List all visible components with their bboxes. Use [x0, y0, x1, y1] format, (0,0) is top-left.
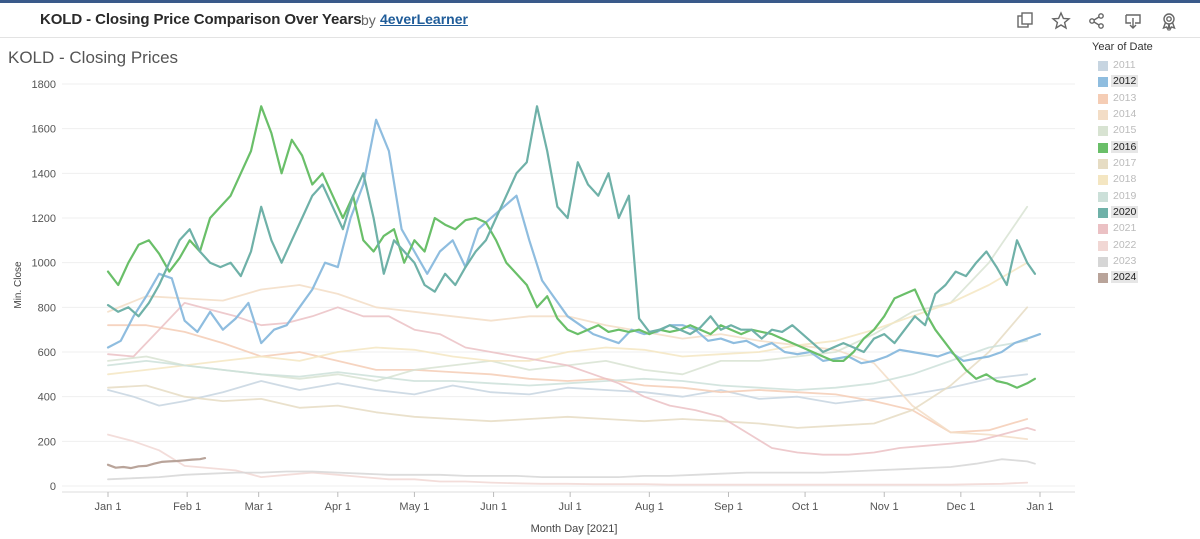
series-line-2017 [107, 306, 1029, 429]
line-chart: 0 200 400 600 800 1000 1200 1400 1600 1800 Jan 1 Fe… [13, 79, 1075, 535]
series-line-2018 [107, 261, 1029, 376]
series-line-2016 [106, 105, 1037, 389]
legend-label: 2021 [1113, 222, 1137, 235]
legend-label: 2014 [1113, 108, 1137, 121]
series-line-2022 [107, 433, 1029, 486]
legend-label: 2018 [1113, 173, 1137, 186]
legend-swatch [1098, 257, 1108, 268]
legend-label: 2023 [1113, 255, 1137, 268]
legend-item-2015[interactable]: 2015 [1092, 123, 1200, 139]
viz-title: KOLD - Closing Price Comparison Over Yea… [40, 11, 362, 28]
legend: Year of Date 2011 2012 2013 2014 2015 2016 201… [1092, 41, 1200, 287]
legend-label: 2020 [1111, 206, 1139, 219]
y-tick-label: 1400 [32, 168, 56, 180]
favorite-star-icon[interactable] [1051, 11, 1071, 31]
download-icon[interactable] [1123, 11, 1143, 31]
x-tick-label: Apr 1 [325, 501, 351, 513]
legend-label: 2017 [1113, 157, 1137, 170]
y-tick-label: 1800 [32, 79, 56, 91]
legend-label: 2022 [1113, 238, 1137, 251]
legend-item-2023[interactable]: 2023 [1092, 254, 1200, 270]
series-line-2020 [106, 105, 1037, 354]
legend-swatch [1098, 240, 1108, 251]
legend-item-2012[interactable]: 2012 [1092, 74, 1200, 90]
series-line-2023 [107, 458, 1036, 481]
y-tick-label: 200 [38, 436, 56, 448]
legend-swatch [1098, 61, 1108, 71]
legend-swatch [1098, 208, 1108, 219]
y-tick-label: 600 [38, 347, 56, 359]
x-tick-label: Dec 1 [946, 501, 975, 513]
x-tick-label: Sep 1 [714, 501, 743, 513]
legend-item-2014[interactable]: 2014 [1092, 107, 1200, 123]
legend-label: 2024 [1111, 271, 1139, 284]
x-tick-label: Aug 1 [635, 501, 664, 513]
legend-item-2011[interactable]: 2011 [1092, 58, 1200, 74]
legend-swatch [1098, 110, 1108, 121]
chart-title: KOLD - Closing Prices [8, 48, 179, 67]
legend-item-2017[interactable]: 2017 [1092, 156, 1200, 172]
by-label: by [361, 12, 376, 28]
legend-swatch [1098, 77, 1108, 88]
legend-swatch [1098, 126, 1108, 137]
legend-swatch [1098, 224, 1108, 235]
x-tick-label: Jan 1 [95, 501, 122, 513]
x-tick-label: Nov 1 [870, 501, 899, 513]
series-line-2021 [107, 301, 1036, 456]
legend-item-2024[interactable]: 2024 [1092, 270, 1200, 286]
legend-swatch [1098, 175, 1108, 186]
legend-item-2021[interactable]: 2021 [1092, 221, 1200, 237]
legend-label: 2019 [1113, 189, 1137, 202]
legend-swatch [1098, 142, 1108, 153]
header-bar: KOLD - Closing Price Comparison Over Yea… [0, 3, 1200, 38]
badge-icon[interactable] [1159, 11, 1179, 32]
legend-label: 2013 [1113, 91, 1137, 104]
legend-swatch [1098, 159, 1108, 170]
y-tick-label: 0 [50, 481, 56, 493]
series-line-2019 [107, 339, 1029, 391]
top-accent-line [0, 0, 1200, 3]
legend-swatch [1098, 93, 1108, 104]
legend-label: 2015 [1113, 124, 1137, 137]
x-tick-label: Feb 1 [173, 501, 201, 513]
legend-item-2019[interactable]: 2019 [1092, 189, 1200, 205]
legend-item-2020[interactable]: 2020 [1092, 205, 1200, 221]
author-link[interactable]: 4everLearner [380, 11, 468, 27]
y-axis-title: Min. Close [13, 261, 24, 309]
y-tick-label: 1600 [32, 124, 56, 136]
legend-label: 2016 [1111, 140, 1139, 153]
legend-swatch [1098, 273, 1108, 284]
x-tick-label: Oct 1 [792, 501, 818, 513]
duplicate-icon[interactable] [1015, 11, 1035, 31]
legend-title: Year of Date [1092, 41, 1153, 53]
legend-swatch [1098, 191, 1108, 202]
legend-label: 2012 [1111, 75, 1139, 88]
series-line-2024 [106, 457, 207, 470]
x-tick-label: Mar 1 [245, 501, 273, 513]
share-icon[interactable] [1087, 11, 1107, 31]
y-tick-label: 1200 [32, 213, 56, 225]
x-tick-label: Jun 1 [480, 501, 507, 513]
x-axis-title: Month Day [2021] [531, 523, 618, 535]
series-line-2012 [106, 118, 1042, 365]
legend-label: 2011 [1113, 59, 1136, 71]
legend-item-2013[interactable]: 2013 [1092, 91, 1200, 107]
y-tick-label: 800 [38, 302, 56, 314]
y-tick-label: 400 [38, 392, 56, 404]
x-tick-label: May 1 [399, 501, 429, 513]
y-tick-label: 1000 [32, 258, 56, 270]
legend-item-2016[interactable]: 2016 [1092, 140, 1200, 156]
x-tick-label: Jul 1 [559, 501, 582, 513]
x-tick-label: Jan 1 [1027, 501, 1054, 513]
legend-item-2018[interactable]: 2018 [1092, 172, 1200, 188]
legend-item-2022[interactable]: 2022 [1092, 238, 1200, 254]
